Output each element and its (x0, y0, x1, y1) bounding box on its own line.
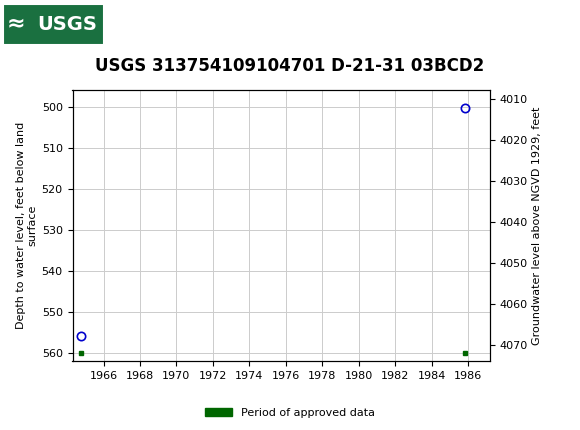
Legend: Period of approved data: Period of approved data (200, 403, 380, 422)
Y-axis label: Groundwater level above NGVD 1929, feet: Groundwater level above NGVD 1929, feet (532, 107, 542, 345)
Text: USGS 313754109104701 D-21-31 03BCD2: USGS 313754109104701 D-21-31 03BCD2 (95, 57, 485, 75)
FancyBboxPatch shape (3, 4, 104, 46)
Text: USGS: USGS (38, 15, 97, 34)
Y-axis label: Depth to water level, feet below land
surface: Depth to water level, feet below land su… (16, 122, 38, 329)
Text: ≈: ≈ (7, 14, 26, 34)
